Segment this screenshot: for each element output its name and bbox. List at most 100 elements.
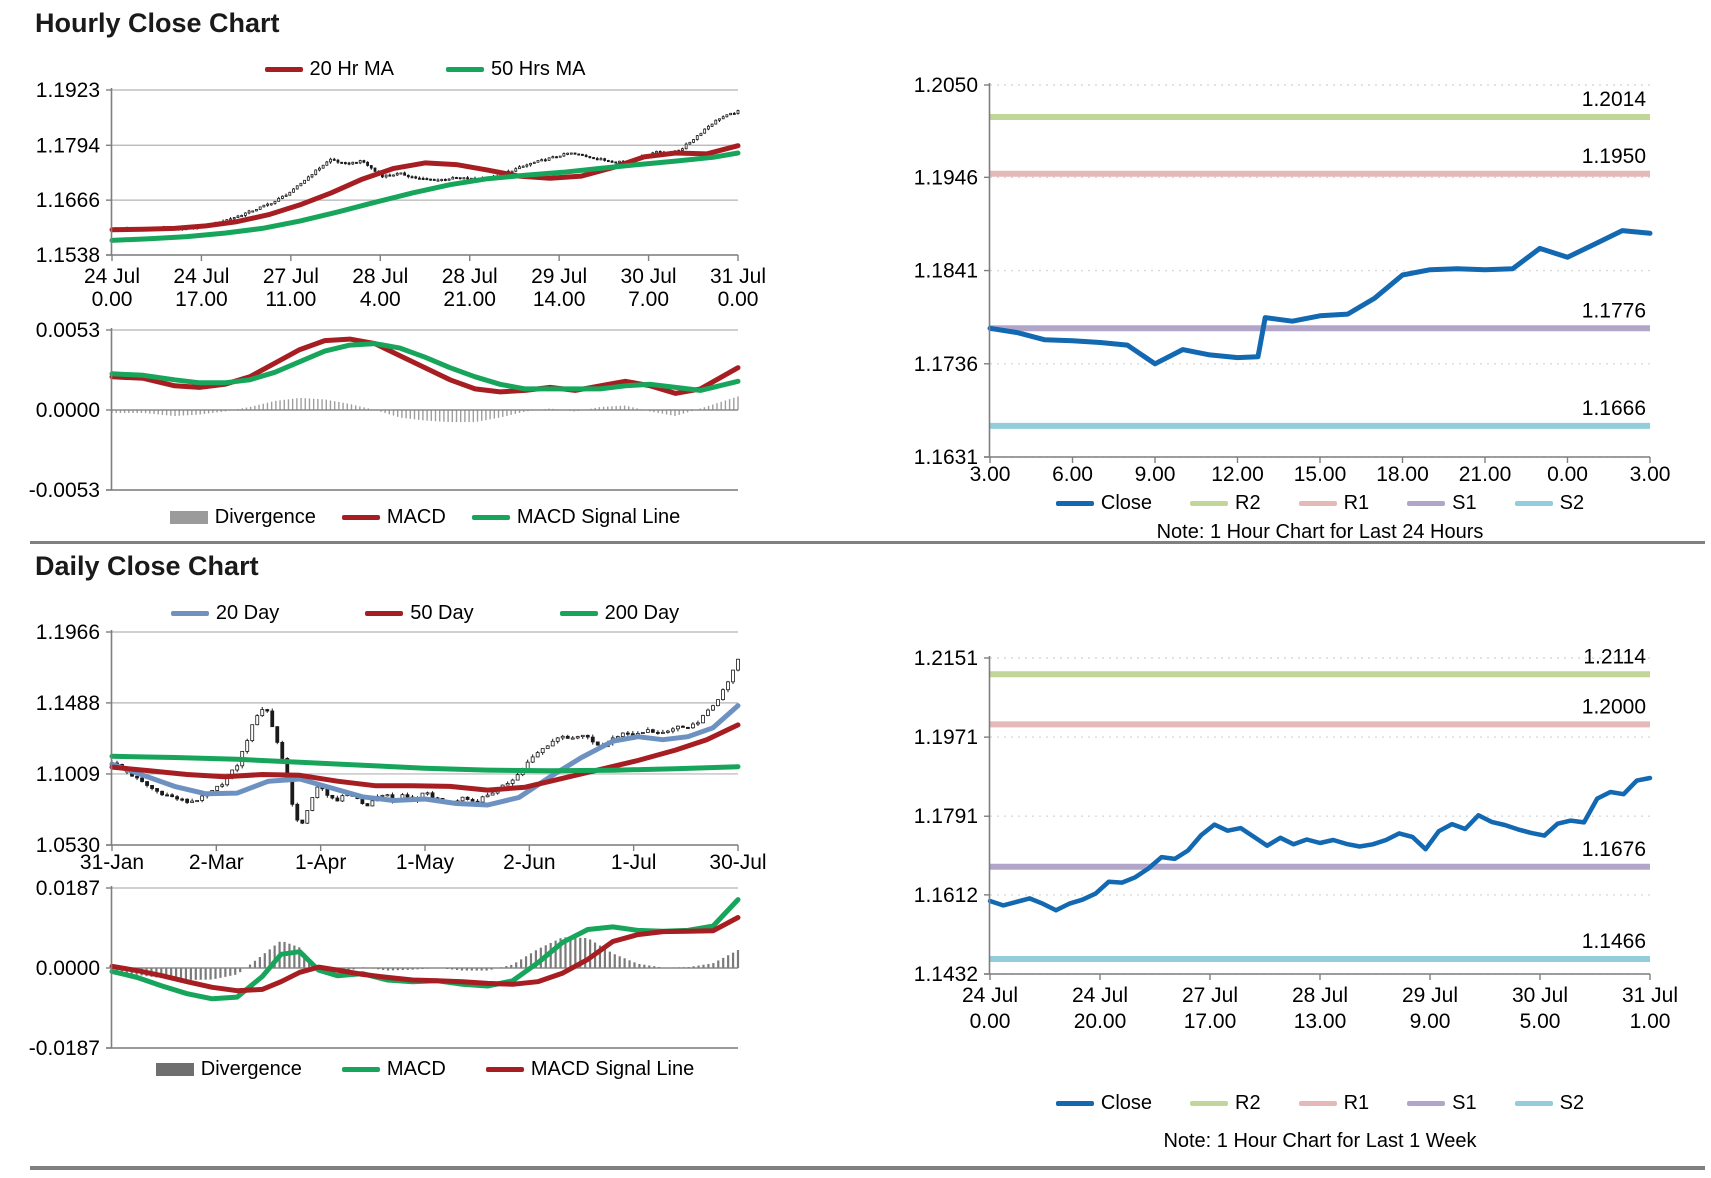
svg-text:2-Jun: 2-Jun <box>503 851 556 874</box>
svg-text:-0.0187: -0.0187 <box>29 1037 100 1060</box>
svg-text:21.00: 21.00 <box>443 288 496 311</box>
line-swatch-icon <box>1514 501 1553 506</box>
svg-text:30 Jul: 30 Jul <box>621 265 677 288</box>
svg-text:0.0053: 0.0053 <box>36 319 100 342</box>
legend-item-50-hrs-ma: 50 Hrs MA <box>446 58 585 81</box>
svg-text:15.00: 15.00 <box>1294 463 1347 486</box>
svg-text:0.0000: 0.0000 <box>36 399 100 422</box>
legend-item-r2: R2 <box>1190 492 1261 515</box>
line-swatch-icon <box>264 67 303 72</box>
svg-text:1.1612: 1.1612 <box>914 884 978 907</box>
svg-text:2-Mar: 2-Mar <box>189 851 244 874</box>
svg-text:1.2050: 1.2050 <box>914 74 978 97</box>
legend-item-macd: MACD <box>341 506 446 529</box>
legend-item-close: Close <box>1055 1092 1153 1115</box>
svg-text:1.1488: 1.1488 <box>36 692 100 715</box>
legend-item-close: Close <box>1055 492 1153 515</box>
series-macd-signal-line <box>109 915 741 994</box>
legend-item-divergence: Divergence <box>169 506 316 529</box>
legend-item-r1: R1 <box>1298 492 1370 515</box>
line-swatch-icon <box>1407 1101 1446 1106</box>
line-swatch-icon <box>1055 1101 1094 1106</box>
svg-text:27 Jul: 27 Jul <box>263 265 319 288</box>
bar-swatch-icon <box>169 511 208 524</box>
legend-label: S1 <box>1452 1092 1477 1114</box>
bottom-divider <box>30 1166 1705 1170</box>
svg-text:1-Apr: 1-Apr <box>295 851 346 874</box>
svg-text:1-Jul: 1-Jul <box>611 851 657 874</box>
svg-text:1.1794: 1.1794 <box>36 134 101 157</box>
hourly-macd-legend: Divergence MACD MACD Signal Line <box>112 506 738 529</box>
svg-text:29 Jul: 29 Jul <box>1402 984 1458 1007</box>
line-swatch-icon <box>485 1067 524 1072</box>
series-50-hrs-ma <box>109 150 741 243</box>
svg-text:29 Jul: 29 Jul <box>531 265 587 288</box>
legend-label: 20 Day <box>215 602 280 624</box>
svg-text:28 Jul: 28 Jul <box>352 265 408 288</box>
section-divider <box>30 541 1705 544</box>
hourly-section-title: Hourly Close Chart <box>35 8 280 38</box>
svg-text:1.1971: 1.1971 <box>914 726 978 749</box>
legend-label: 50 Hrs MA <box>491 58 586 80</box>
svg-text:1.1666: 1.1666 <box>36 189 100 212</box>
legend-label: S1 <box>1452 492 1477 514</box>
legend-label: R1 <box>1343 492 1370 514</box>
legend-label: Close <box>1100 492 1153 514</box>
legend-item-r1: R1 <box>1298 1092 1369 1115</box>
legend-item-50-day: 50 Day <box>365 602 474 625</box>
series-close <box>987 228 1653 367</box>
legend-label: 50 Day <box>410 602 474 624</box>
svg-text:1.2151: 1.2151 <box>914 647 978 670</box>
svg-text:17.00: 17.00 <box>1184 1010 1237 1033</box>
hourly-pivot-note: Note: 1 Hour Chart for Last 24 Hours <box>1156 521 1484 543</box>
legend-item-s2: S2 <box>1514 1092 1585 1115</box>
legend-label: 20 Hr MA <box>309 58 394 80</box>
line-swatch-icon <box>559 611 598 616</box>
series-20-hr-ma <box>109 143 741 233</box>
daily-macd-legend: Divergence MACD MACD Signal Line <box>112 1058 738 1081</box>
pivot-label-R2: 1.2014 <box>1582 88 1647 111</box>
legend-label: S2 <box>1559 1092 1585 1114</box>
line-swatch-icon <box>365 611 404 616</box>
svg-text:3.00: 3.00 <box>1630 463 1671 486</box>
daily-price-legend: 20 Day 50 Day 200 Day <box>112 602 738 625</box>
svg-text:1.1923: 1.1923 <box>36 79 100 102</box>
svg-text:31-Jan: 31-Jan <box>80 851 144 874</box>
svg-text:1-May: 1-May <box>396 851 455 874</box>
legend-label: MACD <box>386 1058 446 1080</box>
line-swatch-icon <box>170 611 209 616</box>
legend-item-200-day: 200 Day <box>559 602 679 625</box>
svg-text:0.0187: 0.0187 <box>36 877 100 900</box>
svg-text:0.00: 0.00 <box>970 1010 1011 1033</box>
svg-text:1.1736: 1.1736 <box>914 353 978 376</box>
line-swatch-icon <box>1514 1101 1553 1106</box>
legend-item-s1: S1 <box>1407 1092 1477 1115</box>
svg-text:9.00: 9.00 <box>1410 1010 1451 1033</box>
svg-text:1.0530: 1.0530 <box>36 834 100 857</box>
legend-label: R2 <box>1235 1092 1261 1114</box>
bar-swatch-icon <box>155 1063 194 1076</box>
legend-item-20-hr-ma: 20 Hr MA <box>264 58 394 81</box>
svg-text:1.1432: 1.1432 <box>914 963 978 986</box>
legend-item-macd: MACD <box>341 1058 446 1081</box>
svg-text:1.1791: 1.1791 <box>914 805 978 828</box>
legend-label: Close <box>1100 1092 1153 1114</box>
legend-label: Divergence <box>200 1058 302 1080</box>
daily-pivot-note: Note: 1 Hour Chart for Last 1 Week <box>1163 1130 1477 1152</box>
pivot-label-S1: 1.1776 <box>1582 299 1646 322</box>
svg-text:31 Jul: 31 Jul <box>710 265 766 288</box>
legend-label: MACD Signal Line <box>530 1058 695 1080</box>
svg-text:18.00: 18.00 <box>1376 463 1429 486</box>
svg-text:1.1946: 1.1946 <box>914 166 978 189</box>
series-close <box>987 775 1653 913</box>
svg-text:0.00: 0.00 <box>92 288 133 311</box>
hourly-price-legend: 20 Hr MA 50 Hrs MA <box>112 58 738 81</box>
svg-text:0.00: 0.00 <box>718 288 759 311</box>
pivot-label-R2: 1.2114 <box>1583 645 1646 668</box>
svg-text:4.00: 4.00 <box>360 288 401 311</box>
line-swatch-icon <box>1190 501 1229 506</box>
svg-text:14.00: 14.00 <box>533 288 586 311</box>
svg-text:9.00: 9.00 <box>1135 463 1176 486</box>
